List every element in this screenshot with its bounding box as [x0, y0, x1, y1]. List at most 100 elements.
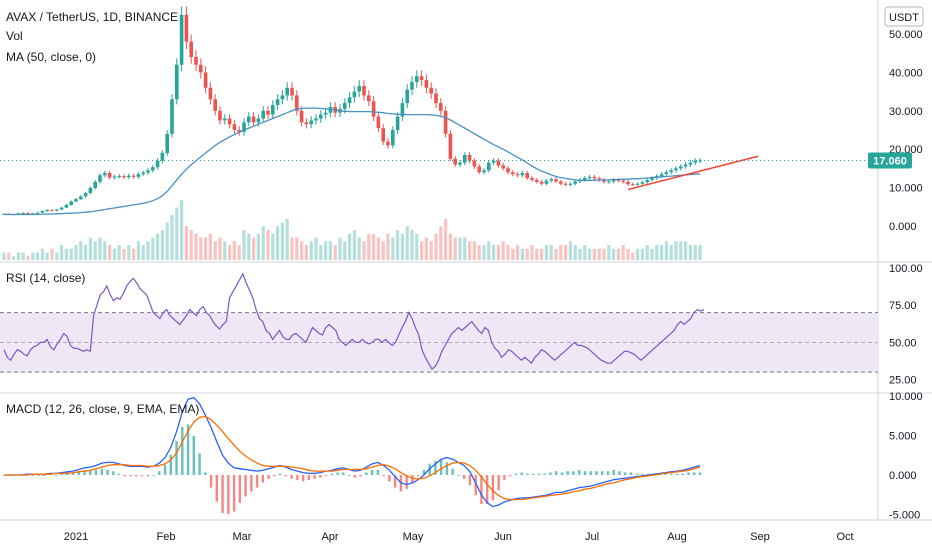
price-scale[interactable]: USDT 50.00040.00030.00020.00010.0000.000… — [868, 6, 924, 522]
volume-bar — [520, 248, 524, 260]
candle-body — [59, 207, 64, 210]
candle-body — [415, 76, 419, 82]
last-price-value: 17.060 — [873, 155, 907, 167]
volume-bar — [482, 245, 486, 260]
volume-bar — [266, 230, 270, 260]
macd-hist-bar — [135, 475, 138, 477]
volume-bar — [636, 248, 640, 260]
volume-bar — [223, 241, 227, 260]
volume-bar — [156, 233, 160, 260]
candle-body — [683, 164, 688, 167]
trendline[interactable] — [627, 155, 759, 191]
volume-bar — [103, 241, 107, 260]
macd-hist-bar — [359, 475, 362, 477]
candle-body — [645, 179, 649, 183]
macd-hist-bar — [388, 475, 391, 482]
macd-hist-bar — [146, 475, 150, 477]
price-tick: 0.000 — [889, 221, 917, 233]
macd-hist-bar — [405, 475, 408, 489]
macd-hist-bar — [543, 473, 546, 475]
volume-bar — [616, 248, 620, 260]
candle-body — [626, 181, 630, 185]
macd-hist-bar — [284, 475, 288, 477]
candle-body — [563, 183, 568, 185]
volume-bar — [170, 215, 174, 260]
candle-body — [160, 153, 165, 161]
candle-body — [602, 179, 606, 182]
candle-body — [535, 179, 539, 182]
macd-hist-bar — [94, 469, 98, 475]
macd-hist-bar — [382, 475, 385, 477]
volume-bar — [7, 252, 11, 260]
chart-title: AVAX / TetherUS, 1D, BINANCE — [6, 10, 178, 24]
volume-bar — [88, 237, 92, 260]
volume-label: Vol — [6, 29, 23, 43]
volume-bar — [496, 245, 500, 260]
volume-bar — [660, 245, 664, 260]
volume-bar — [343, 241, 347, 260]
volume-bar — [141, 245, 145, 260]
candle-body — [146, 170, 150, 173]
macd-hist-bar — [445, 462, 449, 475]
candle-body — [501, 165, 505, 169]
volume-bar — [540, 248, 544, 260]
candle-body — [256, 118, 261, 123]
macd-hist-bar — [140, 475, 144, 477]
candle-body — [621, 180, 625, 182]
macd-hist-bar — [313, 475, 316, 479]
volume-bar — [554, 248, 558, 260]
candle-body — [573, 181, 577, 184]
time-tick: Aug — [667, 531, 687, 543]
candle-body — [88, 187, 93, 193]
candle-body — [127, 175, 131, 178]
candle-body — [31, 213, 35, 215]
volume-bar — [309, 241, 313, 260]
candle-body — [376, 116, 381, 129]
macd-hist-bar — [215, 475, 219, 502]
candle-body — [45, 209, 49, 212]
volume-bar — [26, 256, 30, 260]
volume-bar — [516, 245, 520, 260]
time-tick: Jul — [585, 531, 599, 543]
candle-body — [439, 103, 443, 111]
time-axis[interactable]: 2021 Feb Mar Apr May Jun Jul Aug Sep Oct — [64, 531, 854, 543]
macd-hist-bar — [71, 472, 75, 475]
currency-label: USDT — [889, 12, 919, 24]
volume-bar — [228, 245, 232, 260]
volume-bar — [420, 241, 424, 260]
candle-body — [64, 204, 69, 208]
candle-body — [50, 209, 54, 211]
candle-body — [208, 87, 213, 100]
macd-hist-bar — [520, 472, 523, 475]
volume-bar — [564, 245, 568, 260]
macd-hist-bar — [566, 471, 569, 475]
macd-hist-bar — [112, 471, 115, 475]
candle-body — [640, 182, 645, 184]
volume-bar — [324, 241, 328, 260]
volume-bar — [151, 237, 155, 260]
candle-body — [631, 184, 635, 186]
volume-bar — [439, 226, 443, 260]
volume-bar — [74, 245, 78, 260]
candle-body — [448, 133, 453, 159]
volume-bar — [184, 226, 188, 260]
macd-hist-bar — [641, 473, 644, 475]
volume-bar — [424, 237, 428, 260]
candle-body — [271, 105, 275, 115]
volume-bar — [386, 233, 390, 260]
volume-bar — [429, 241, 433, 260]
volume-bars — [2, 200, 702, 260]
volume-bar — [400, 233, 404, 260]
candle-body — [559, 181, 563, 184]
macd-hist-bar — [693, 472, 696, 475]
candle-body — [103, 173, 107, 176]
macd-hist-bar — [221, 475, 224, 513]
macd-hist-bar — [181, 426, 184, 475]
candle-body — [659, 174, 664, 177]
currency-badge[interactable] — [884, 6, 924, 27]
volume-bar — [434, 233, 438, 260]
candle-body — [664, 172, 669, 175]
candle-body — [688, 162, 693, 165]
volume-bar — [592, 248, 596, 260]
